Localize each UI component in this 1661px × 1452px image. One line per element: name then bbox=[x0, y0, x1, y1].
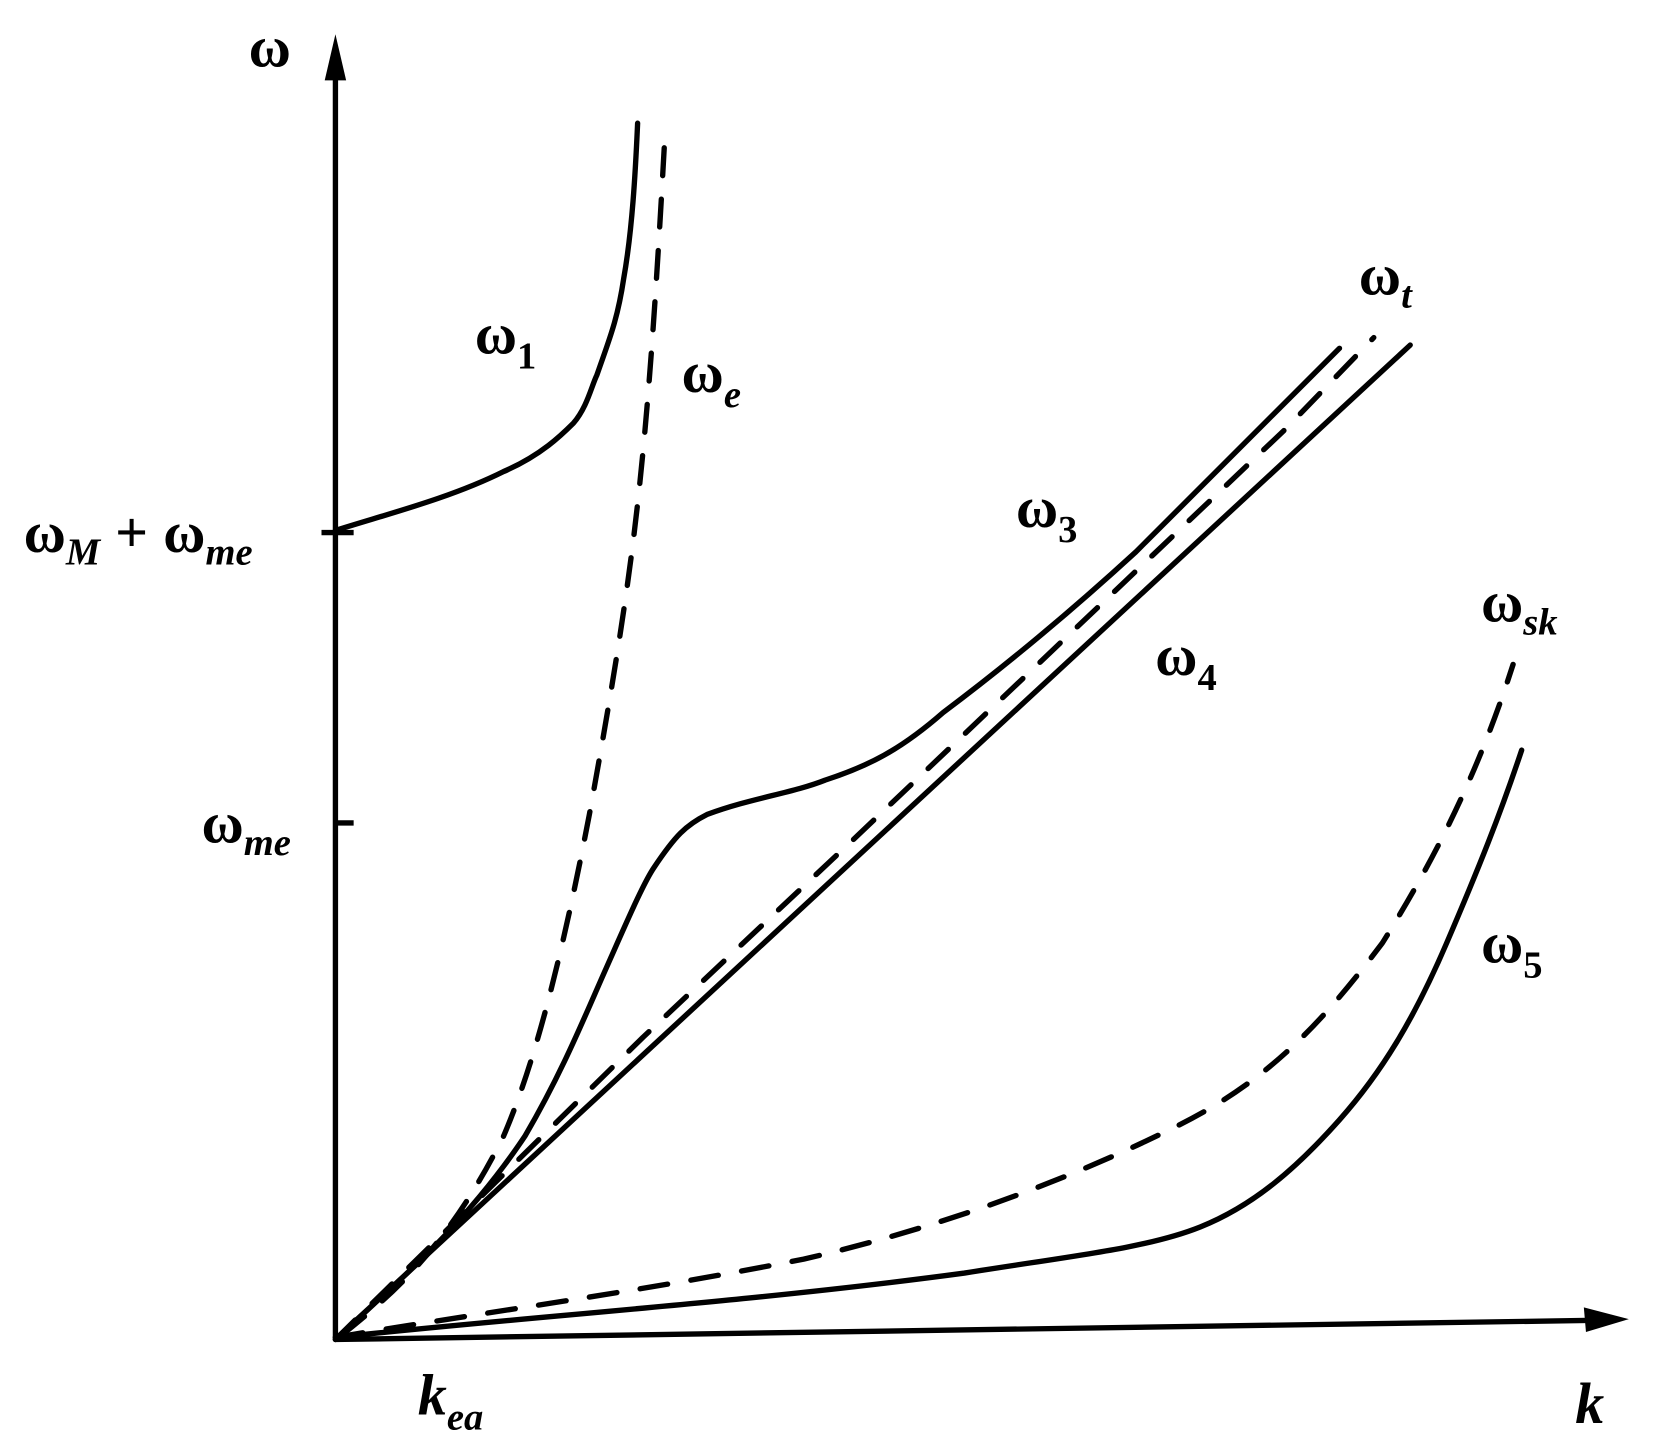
curve-label: ωe bbox=[682, 340, 741, 416]
y-tick bbox=[321, 529, 354, 826]
y-mark-label: ωme bbox=[201, 790, 290, 864]
label-part: ω bbox=[1481, 570, 1523, 635]
label-part: k bbox=[418, 1362, 447, 1427]
label-part: 5 bbox=[1523, 944, 1542, 986]
label-part: 3 bbox=[1058, 509, 1077, 551]
label-part: ω bbox=[24, 500, 66, 565]
label-part: e bbox=[724, 374, 741, 416]
label-part: ω bbox=[1359, 243, 1401, 308]
label-part: M bbox=[65, 532, 102, 574]
label-part: ω bbox=[475, 302, 517, 367]
curve-label: ω4 bbox=[1155, 623, 1217, 699]
curve-omega-e bbox=[340, 141, 668, 1337]
label-part: ω bbox=[1155, 623, 1197, 688]
label-part: ω bbox=[163, 500, 205, 565]
x-axis-label: k bbox=[1575, 1371, 1604, 1436]
curve-label: ω1 bbox=[475, 302, 537, 378]
curve-omega-t bbox=[332, 334, 1377, 1343]
x-arrow bbox=[1583, 1307, 1629, 1332]
label-part: + bbox=[115, 500, 148, 565]
curve-omega-3 bbox=[332, 345, 1343, 1343]
curve-label: ωsk bbox=[1481, 570, 1558, 644]
label-part: sk bbox=[1522, 601, 1557, 643]
label-part: ω bbox=[1481, 910, 1523, 975]
y-axis-label: ω bbox=[249, 14, 291, 79]
curve-omega-4 bbox=[332, 342, 1413, 1343]
curve-label: ω5 bbox=[1481, 910, 1543, 986]
label-part: me bbox=[205, 532, 252, 574]
curve-omega-1 bbox=[332, 120, 641, 534]
curve-omega-sk bbox=[332, 661, 1516, 1341]
label-part: 4 bbox=[1197, 657, 1216, 699]
x-axis bbox=[335, 1317, 1603, 1343]
label-part: ω bbox=[201, 790, 243, 855]
y-arrow bbox=[324, 34, 347, 81]
curve-omega-5 bbox=[332, 747, 1525, 1341]
x-mark-label: kea bbox=[418, 1362, 483, 1438]
label-part: ω bbox=[1016, 475, 1058, 540]
curve-label: ωt bbox=[1359, 243, 1413, 317]
label-part: ea bbox=[447, 1396, 483, 1438]
label-part: ω bbox=[682, 340, 724, 405]
label-part: 1 bbox=[517, 336, 536, 378]
label-part: me bbox=[244, 822, 291, 864]
label-part: t bbox=[1401, 275, 1413, 317]
y-mark-label: ωM + ωme bbox=[24, 500, 253, 574]
curve-label: ω3 bbox=[1016, 475, 1078, 551]
